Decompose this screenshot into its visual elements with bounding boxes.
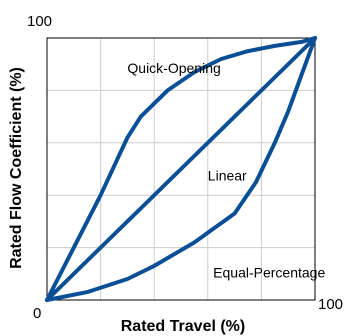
curve-label-quick-opening: Quick-Opening	[127, 60, 220, 76]
curve-labels: Quick-Opening Linear Equal-Percentage	[127, 60, 325, 280]
y-axis-max-label: 100	[27, 13, 52, 30]
plot-frame	[46, 37, 316, 301]
grid-lines	[47, 38, 315, 300]
series-line-linear	[45, 36, 317, 302]
y-axis-title: Rated Flow Coefficient (%)	[8, 67, 25, 269]
series-line-quick-opening	[45, 36, 317, 302]
series-line-equal-percentage	[45, 36, 317, 302]
x-axis-max-label: 100	[318, 296, 343, 313]
curve-label-equal-percentage: Equal-Percentage	[213, 265, 325, 281]
x-axis-title: Rated Travel (%)	[121, 318, 245, 335]
series-lines	[45, 36, 317, 302]
x-axis-min-label: 0	[33, 305, 41, 322]
curve-label-linear: Linear	[208, 168, 247, 184]
